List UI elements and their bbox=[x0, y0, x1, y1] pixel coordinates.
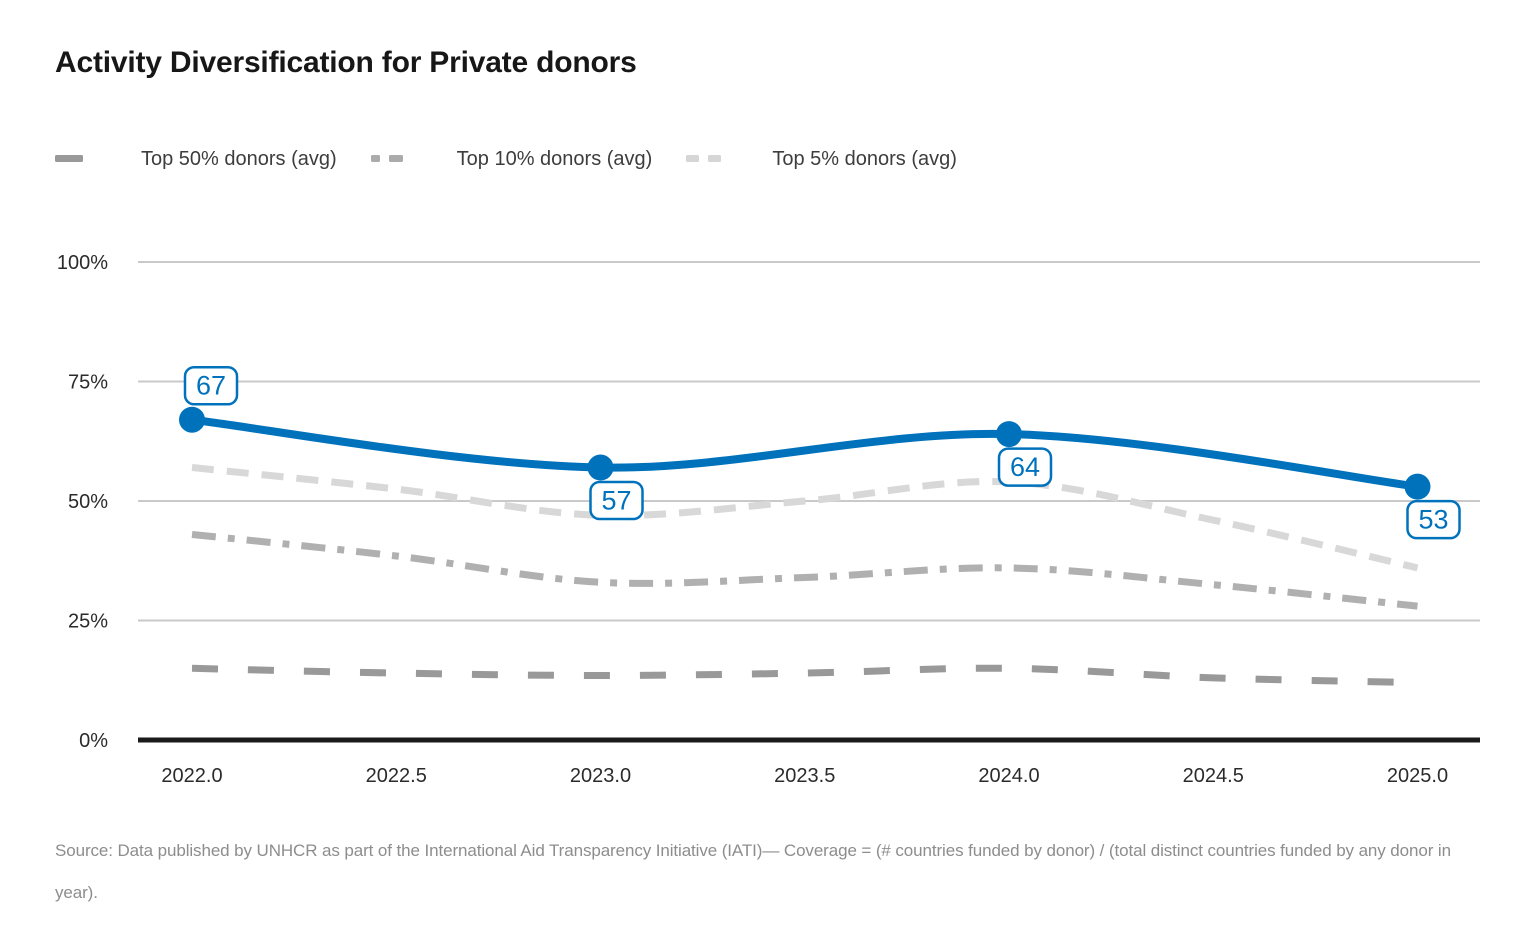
chart-title: Activity Diversification for Private don… bbox=[55, 46, 637, 79]
data-point bbox=[179, 406, 205, 433]
x-axis-tick-label: 2023.0 bbox=[570, 765, 631, 787]
legend-label: Top 5% donors (avg) bbox=[772, 147, 957, 170]
series-line bbox=[191, 664, 1418, 687]
svg-text:57: 57 bbox=[601, 486, 631, 516]
legend-item: Top 10% donors (avg) bbox=[370, 146, 653, 172]
legend-item: Top 50% donors (avg) bbox=[55, 146, 337, 172]
data-point bbox=[587, 454, 614, 481]
legend-dash-icon bbox=[370, 155, 403, 162]
data-point bbox=[996, 421, 1022, 448]
data-point-label: 67 bbox=[183, 365, 239, 406]
y-axis-tick-label: 50% bbox=[68, 491, 108, 513]
data-point-label: 64 bbox=[997, 447, 1053, 487]
series-line bbox=[188, 415, 1422, 491]
x-axis-tick-label: 2024.0 bbox=[978, 765, 1039, 787]
data-point bbox=[1404, 473, 1431, 500]
line-chart: 100% 75% 50% 25% 0% 2022.0 2022.5 2023.0 2023.5 2… bbox=[57, 252, 1480, 787]
x-axis-tick-label: 2024.5 bbox=[1183, 765, 1244, 787]
series-line bbox=[191, 464, 1419, 572]
svg-text:67: 67 bbox=[196, 371, 226, 401]
y-axis-tick-label: 25% bbox=[68, 611, 108, 633]
x-axis-tick-label: 2023.5 bbox=[774, 765, 835, 787]
svg-text:53: 53 bbox=[1418, 505, 1448, 535]
data-point-label: 53 bbox=[1406, 499, 1461, 540]
svg-text:64: 64 bbox=[1010, 452, 1040, 482]
legend-dash-icon bbox=[686, 155, 722, 162]
x-axis-tick-label: 2025.0 bbox=[1387, 765, 1448, 787]
source-note: Source: Data published by UNHCR as part … bbox=[55, 841, 1451, 902]
y-axis-tick-label: 0% bbox=[79, 730, 108, 752]
legend-dash-icon bbox=[55, 155, 83, 162]
y-axis-tick-label: 100% bbox=[57, 252, 108, 274]
y-axis-tick-label: 75% bbox=[68, 372, 108, 394]
x-axis-tick-label: 2022.5 bbox=[366, 765, 427, 787]
chart-area: 100% 75% 50% 25% 0% 2022.0 2022.5 2023.0 2023.5 2… bbox=[0, 225, 1536, 825]
legend-label: Top 50% donors (avg) bbox=[141, 147, 337, 170]
series-line bbox=[191, 530, 1418, 610]
legend-item: Top 5% donors (avg) bbox=[686, 146, 957, 172]
legend-label: Top 10% donors (avg) bbox=[456, 147, 653, 170]
x-axis-tick-label: 2022.0 bbox=[161, 765, 222, 787]
legend: Top 50% donors (avg) Top 10% donors (avg)… bbox=[55, 146, 991, 172]
data-point-label: 57 bbox=[589, 480, 644, 521]
